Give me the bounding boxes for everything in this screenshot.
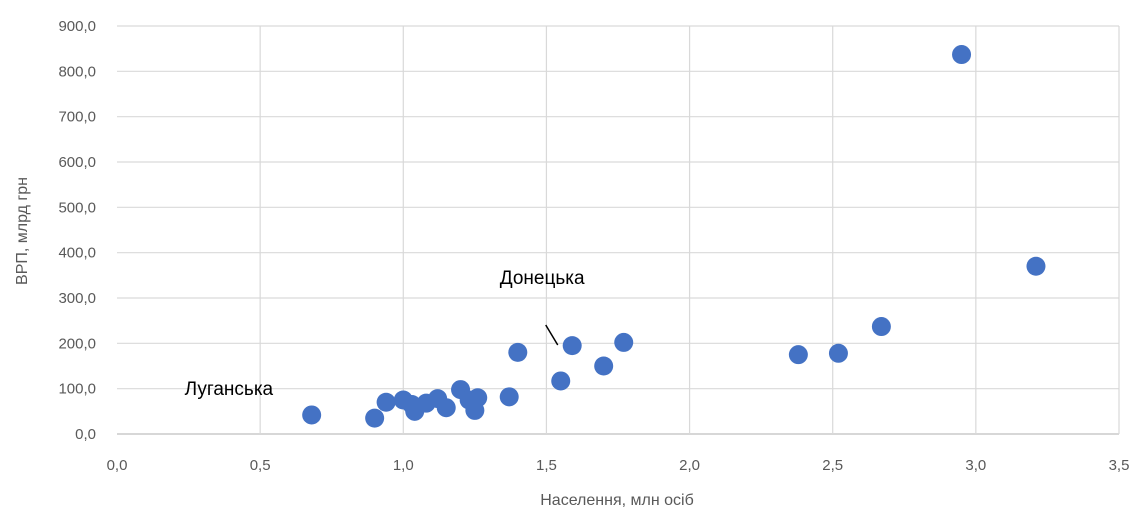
x-axis-tick-labels: 0,0 0,5 1,0 1,5 2,0 2,5 3,0 3,5 <box>107 457 1130 474</box>
annotation-label: Донецька <box>500 268 585 289</box>
data-point <box>376 392 396 412</box>
data-point <box>436 398 456 418</box>
y-tick-label: 600,0 <box>58 154 96 171</box>
y-tick-label: 900,0 <box>58 18 96 35</box>
x-tick-label: 3,0 <box>965 457 986 474</box>
data-point <box>594 356 614 376</box>
data-point <box>468 388 488 408</box>
y-tick-label: 700,0 <box>58 109 96 126</box>
annotation-label: Луганська <box>185 379 274 400</box>
y-axis-tick-labels: 0,0 100,0 200,0 300,0 400,0 500,0 600,0 700,0 80… <box>58 18 96 443</box>
x-tick-label: 0,5 <box>250 457 271 474</box>
y-tick-label: 0,0 <box>75 426 96 443</box>
data-point <box>365 408 385 428</box>
x-tick-label: 2,5 <box>822 457 843 474</box>
annotation-leader-line <box>545 324 559 346</box>
y-tick-label: 500,0 <box>58 199 96 216</box>
data-point <box>1026 256 1046 276</box>
y-axis-title: ВРП, млрд грн <box>14 177 31 285</box>
data-point <box>302 405 322 425</box>
data-point <box>788 345 808 365</box>
x-tick-label: 0,0 <box>107 457 128 474</box>
y-tick-label: 800,0 <box>58 63 96 80</box>
y-tick-label: 300,0 <box>58 290 96 307</box>
data-point <box>871 317 891 337</box>
data-point <box>499 387 519 407</box>
y-tick-label: 200,0 <box>58 335 96 352</box>
data-points <box>302 45 1046 428</box>
x-tick-label: 1,5 <box>536 457 557 474</box>
x-tick-label: 1,0 <box>393 457 414 474</box>
data-point <box>508 342 528 362</box>
x-axis-title: Населення, млн осіб <box>540 492 694 509</box>
grid <box>117 25 1120 435</box>
data-point <box>828 343 848 363</box>
data-point <box>551 371 571 391</box>
y-tick-label: 400,0 <box>58 245 96 262</box>
annotations: Луганська Донецька <box>185 268 585 400</box>
data-point <box>952 45 972 65</box>
data-point <box>562 336 582 356</box>
data-point <box>614 332 634 352</box>
y-tick-label: 100,0 <box>58 381 96 398</box>
x-tick-label: 3,5 <box>1109 457 1130 474</box>
x-tick-label: 2,0 <box>679 457 700 474</box>
